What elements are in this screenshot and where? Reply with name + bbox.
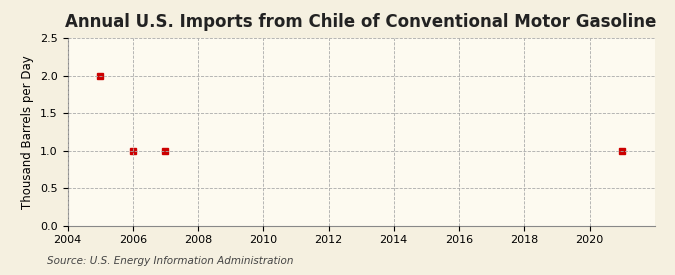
Title: Annual U.S. Imports from Chile of Conventional Motor Gasoline: Annual U.S. Imports from Chile of Conven… xyxy=(65,13,657,31)
Text: Source: U.S. Energy Information Administration: Source: U.S. Energy Information Administ… xyxy=(47,256,294,266)
Y-axis label: Thousand Barrels per Day: Thousand Barrels per Day xyxy=(22,55,34,209)
